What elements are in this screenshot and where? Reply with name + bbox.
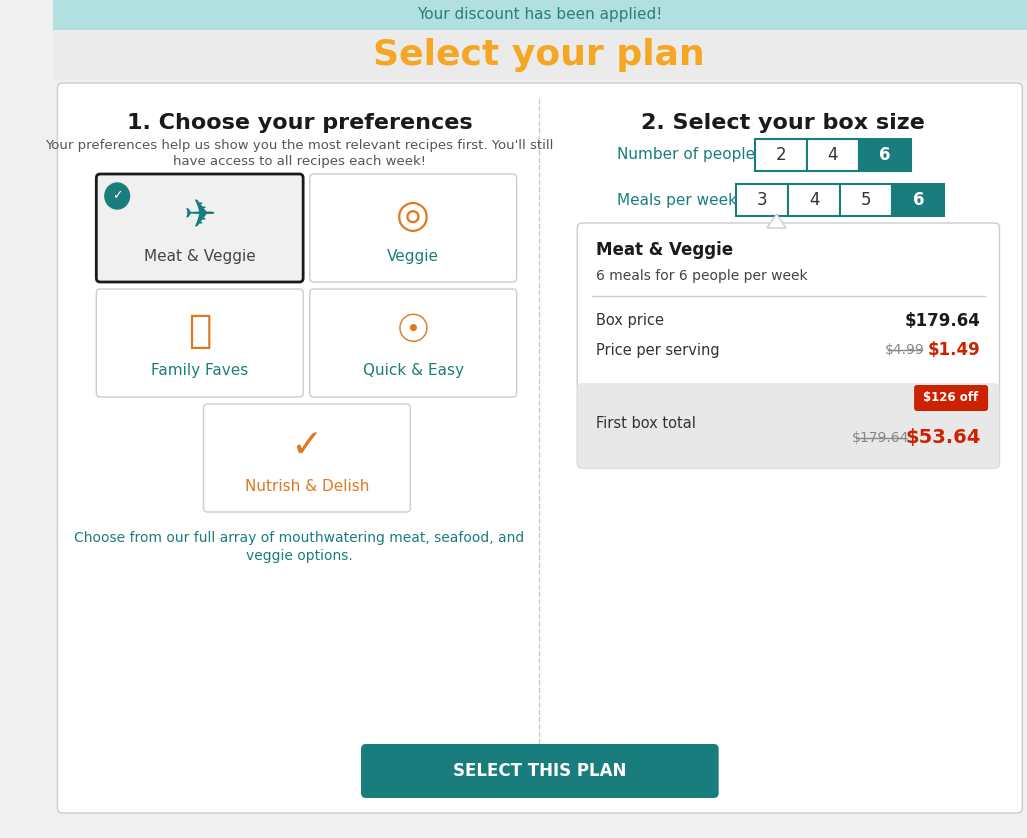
Text: Nutrish & Delish: Nutrish & Delish xyxy=(244,478,369,494)
FancyBboxPatch shape xyxy=(840,184,892,216)
FancyBboxPatch shape xyxy=(788,184,840,216)
Text: Quick & Easy: Quick & Easy xyxy=(363,364,464,379)
Text: Box price: Box price xyxy=(597,313,664,328)
FancyBboxPatch shape xyxy=(577,223,999,468)
FancyBboxPatch shape xyxy=(807,139,859,171)
Text: Meals per week: Meals per week xyxy=(617,193,737,208)
FancyBboxPatch shape xyxy=(310,174,517,282)
Text: 1. Choose your preferences: 1. Choose your preferences xyxy=(126,113,472,133)
Text: Select your plan: Select your plan xyxy=(374,38,706,72)
Text: ☉: ☉ xyxy=(395,312,430,350)
FancyBboxPatch shape xyxy=(52,30,1027,80)
Text: $179.64: $179.64 xyxy=(905,312,981,330)
Text: 2. Select your box size: 2. Select your box size xyxy=(641,113,925,133)
Text: 6: 6 xyxy=(913,191,924,209)
Text: $53.64: $53.64 xyxy=(905,428,981,447)
Text: ◎: ◎ xyxy=(396,197,430,235)
FancyBboxPatch shape xyxy=(310,289,517,397)
Text: Meat & Veggie: Meat & Veggie xyxy=(597,241,733,259)
FancyBboxPatch shape xyxy=(859,139,911,171)
Text: $126 off: $126 off xyxy=(923,391,979,405)
FancyBboxPatch shape xyxy=(914,385,988,411)
Text: 6: 6 xyxy=(879,146,890,164)
Polygon shape xyxy=(767,214,786,228)
Text: Your discount has been applied!: Your discount has been applied! xyxy=(417,8,662,23)
Text: $4.99: $4.99 xyxy=(884,343,924,357)
Text: 3: 3 xyxy=(757,191,767,209)
FancyBboxPatch shape xyxy=(52,0,1027,30)
FancyBboxPatch shape xyxy=(577,383,999,468)
Text: have access to all recipes each week!: have access to all recipes each week! xyxy=(173,156,426,168)
FancyBboxPatch shape xyxy=(755,139,807,171)
Text: ✈: ✈ xyxy=(184,197,216,235)
Text: veggie options.: veggie options. xyxy=(246,549,352,563)
Text: 5: 5 xyxy=(861,191,872,209)
Text: Choose from our full array of mouthwatering meat, seafood, and: Choose from our full array of mouthwater… xyxy=(74,531,525,545)
Text: Family Faves: Family Faves xyxy=(151,364,249,379)
Text: ✓: ✓ xyxy=(291,427,324,465)
Text: $1.49: $1.49 xyxy=(927,341,981,359)
Text: $179.64: $179.64 xyxy=(852,431,910,445)
Bar xyxy=(582,388,995,453)
FancyBboxPatch shape xyxy=(97,174,303,282)
Text: ⛹: ⛹ xyxy=(188,312,212,350)
Text: 2: 2 xyxy=(775,146,786,164)
Text: Your preferences help us show you the most relevant recipes first. You'll still: Your preferences help us show you the mo… xyxy=(45,139,554,153)
Circle shape xyxy=(105,183,129,209)
FancyBboxPatch shape xyxy=(735,184,788,216)
Text: 6 meals for 6 people per week: 6 meals for 6 people per week xyxy=(597,269,808,283)
Text: SELECT THIS PLAN: SELECT THIS PLAN xyxy=(453,762,626,780)
FancyBboxPatch shape xyxy=(203,404,411,512)
Text: ✓: ✓ xyxy=(112,189,122,203)
Text: First box total: First box total xyxy=(597,416,696,431)
Text: 4: 4 xyxy=(828,146,838,164)
Text: Veggie: Veggie xyxy=(387,249,440,263)
FancyBboxPatch shape xyxy=(362,744,719,798)
FancyBboxPatch shape xyxy=(58,83,1022,813)
Text: Price per serving: Price per serving xyxy=(597,343,720,358)
FancyBboxPatch shape xyxy=(892,184,945,216)
Text: Meat & Veggie: Meat & Veggie xyxy=(144,249,256,263)
FancyBboxPatch shape xyxy=(97,289,303,397)
Text: 4: 4 xyxy=(809,191,820,209)
Text: Number of people: Number of people xyxy=(617,147,755,163)
